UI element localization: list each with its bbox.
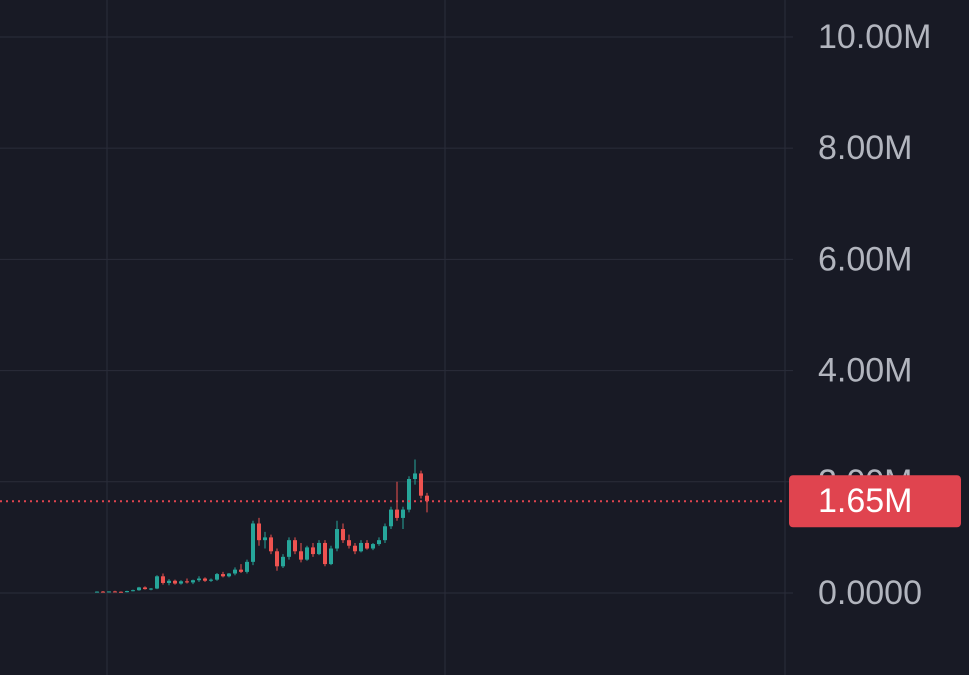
candle-body <box>101 591 105 593</box>
candle-body <box>197 578 201 581</box>
y-tick-label: 8.00M <box>818 129 913 167</box>
last-price-box <box>789 475 961 528</box>
candle-body <box>377 540 381 545</box>
candle-body <box>131 590 135 592</box>
y-tick-label: 4.00M <box>818 352 913 390</box>
candle-body <box>203 578 207 581</box>
candle-body <box>365 542 369 549</box>
candle-body <box>155 576 159 589</box>
candle-body <box>215 574 219 580</box>
candle-body <box>413 473 417 480</box>
candle-body <box>317 542 321 555</box>
candle-body <box>167 580 171 583</box>
candle-body <box>383 526 387 541</box>
candle-body <box>419 473 423 496</box>
candle-body <box>407 479 411 510</box>
candle-body <box>311 547 315 555</box>
y-tick-label: 0.0000 <box>818 574 922 612</box>
candle-body <box>371 544 375 549</box>
last-price-label: 1.65M <box>818 482 913 520</box>
candle-body <box>323 542 327 565</box>
candle-body <box>125 591 129 593</box>
candle-body <box>227 573 231 577</box>
y-tick-label: 10.00M <box>818 18 931 56</box>
candle-body <box>353 545 357 552</box>
candle-body <box>257 523 261 541</box>
candle-body <box>335 529 339 549</box>
candle-body <box>269 537 273 552</box>
candle-body <box>401 509 405 518</box>
candle-body <box>425 495 429 502</box>
candle-body <box>119 591 123 593</box>
candle-body <box>395 509 399 518</box>
candle-body <box>251 523 255 562</box>
candle-body <box>305 547 309 560</box>
candle-body <box>299 551 303 560</box>
candle-body <box>95 591 99 593</box>
candle-body <box>245 561 249 572</box>
candle-body <box>173 580 177 584</box>
candle-body <box>161 576 165 583</box>
candle-body <box>293 540 297 552</box>
candle-body <box>359 542 363 552</box>
candle-body <box>329 548 333 565</box>
candle-body <box>107 591 111 593</box>
candle-body <box>149 588 153 590</box>
candle-body <box>287 540 291 557</box>
candle-body <box>233 569 237 574</box>
candle-body <box>209 579 213 581</box>
candle-body <box>347 540 351 546</box>
candle-body <box>239 569 243 572</box>
candle-body <box>137 587 141 591</box>
candle-body <box>185 581 189 583</box>
candle-body <box>143 587 147 590</box>
candle-body <box>263 537 267 541</box>
candle-body <box>341 529 345 541</box>
candle-body <box>389 509 393 527</box>
candle-body <box>113 591 117 593</box>
candle-body <box>179 581 183 584</box>
candle-body <box>281 556 285 567</box>
candle-body <box>275 551 279 567</box>
candle-body <box>221 574 225 577</box>
candle-body <box>191 580 195 583</box>
y-tick-label: 6.00M <box>818 240 913 278</box>
